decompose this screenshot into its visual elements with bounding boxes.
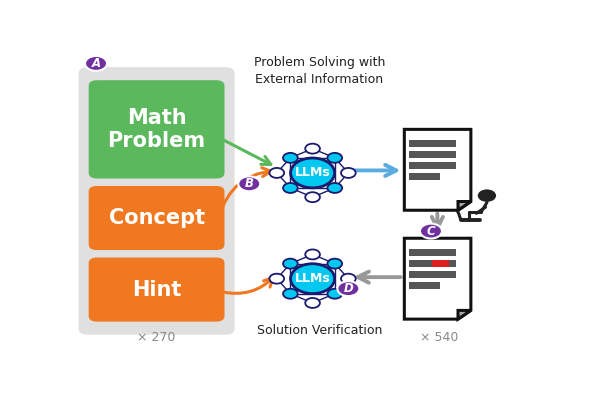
Bar: [409, 271, 456, 278]
Circle shape: [327, 153, 342, 163]
Circle shape: [283, 259, 298, 269]
Text: D: D: [343, 282, 353, 295]
Circle shape: [238, 176, 260, 191]
Circle shape: [478, 189, 496, 202]
Bar: [409, 260, 456, 267]
Text: Concept: Concept: [108, 208, 205, 228]
Circle shape: [327, 183, 342, 193]
Bar: [409, 173, 440, 180]
Circle shape: [305, 249, 320, 259]
Circle shape: [291, 158, 334, 188]
Circle shape: [305, 192, 320, 202]
Circle shape: [337, 281, 359, 296]
Polygon shape: [458, 310, 471, 319]
FancyBboxPatch shape: [89, 257, 224, 322]
Text: × 540: × 540: [420, 330, 458, 344]
Circle shape: [420, 224, 442, 238]
Text: Math
Problem: Math Problem: [108, 108, 205, 151]
Text: A: A: [91, 57, 101, 70]
Circle shape: [341, 274, 356, 284]
Bar: [409, 282, 440, 289]
Bar: [432, 260, 449, 267]
Polygon shape: [404, 238, 471, 319]
Text: C: C: [427, 225, 435, 238]
Bar: [409, 249, 456, 256]
Text: LLMs: LLMs: [295, 272, 330, 285]
Bar: [409, 151, 456, 158]
Polygon shape: [458, 202, 471, 210]
Circle shape: [85, 56, 107, 71]
Circle shape: [341, 168, 356, 178]
Text: LLMs: LLMs: [295, 166, 330, 179]
Circle shape: [327, 289, 342, 299]
Text: Solution Verification: Solution Verification: [257, 324, 382, 337]
Circle shape: [283, 289, 298, 299]
Circle shape: [269, 168, 284, 178]
Circle shape: [291, 264, 334, 294]
Circle shape: [305, 298, 320, 308]
FancyBboxPatch shape: [79, 67, 234, 335]
Text: Problem Solving with
External Information: Problem Solving with External Informatio…: [254, 56, 385, 86]
Text: Hint: Hint: [132, 280, 181, 300]
Circle shape: [327, 259, 342, 269]
FancyBboxPatch shape: [89, 186, 224, 250]
Circle shape: [269, 274, 284, 284]
FancyBboxPatch shape: [89, 80, 224, 179]
Circle shape: [283, 183, 298, 193]
Polygon shape: [404, 129, 471, 210]
Bar: [409, 162, 456, 169]
Text: B: B: [244, 177, 254, 190]
Circle shape: [283, 153, 298, 163]
Text: × 270: × 270: [137, 330, 176, 344]
Bar: [409, 140, 456, 147]
Circle shape: [305, 144, 320, 154]
